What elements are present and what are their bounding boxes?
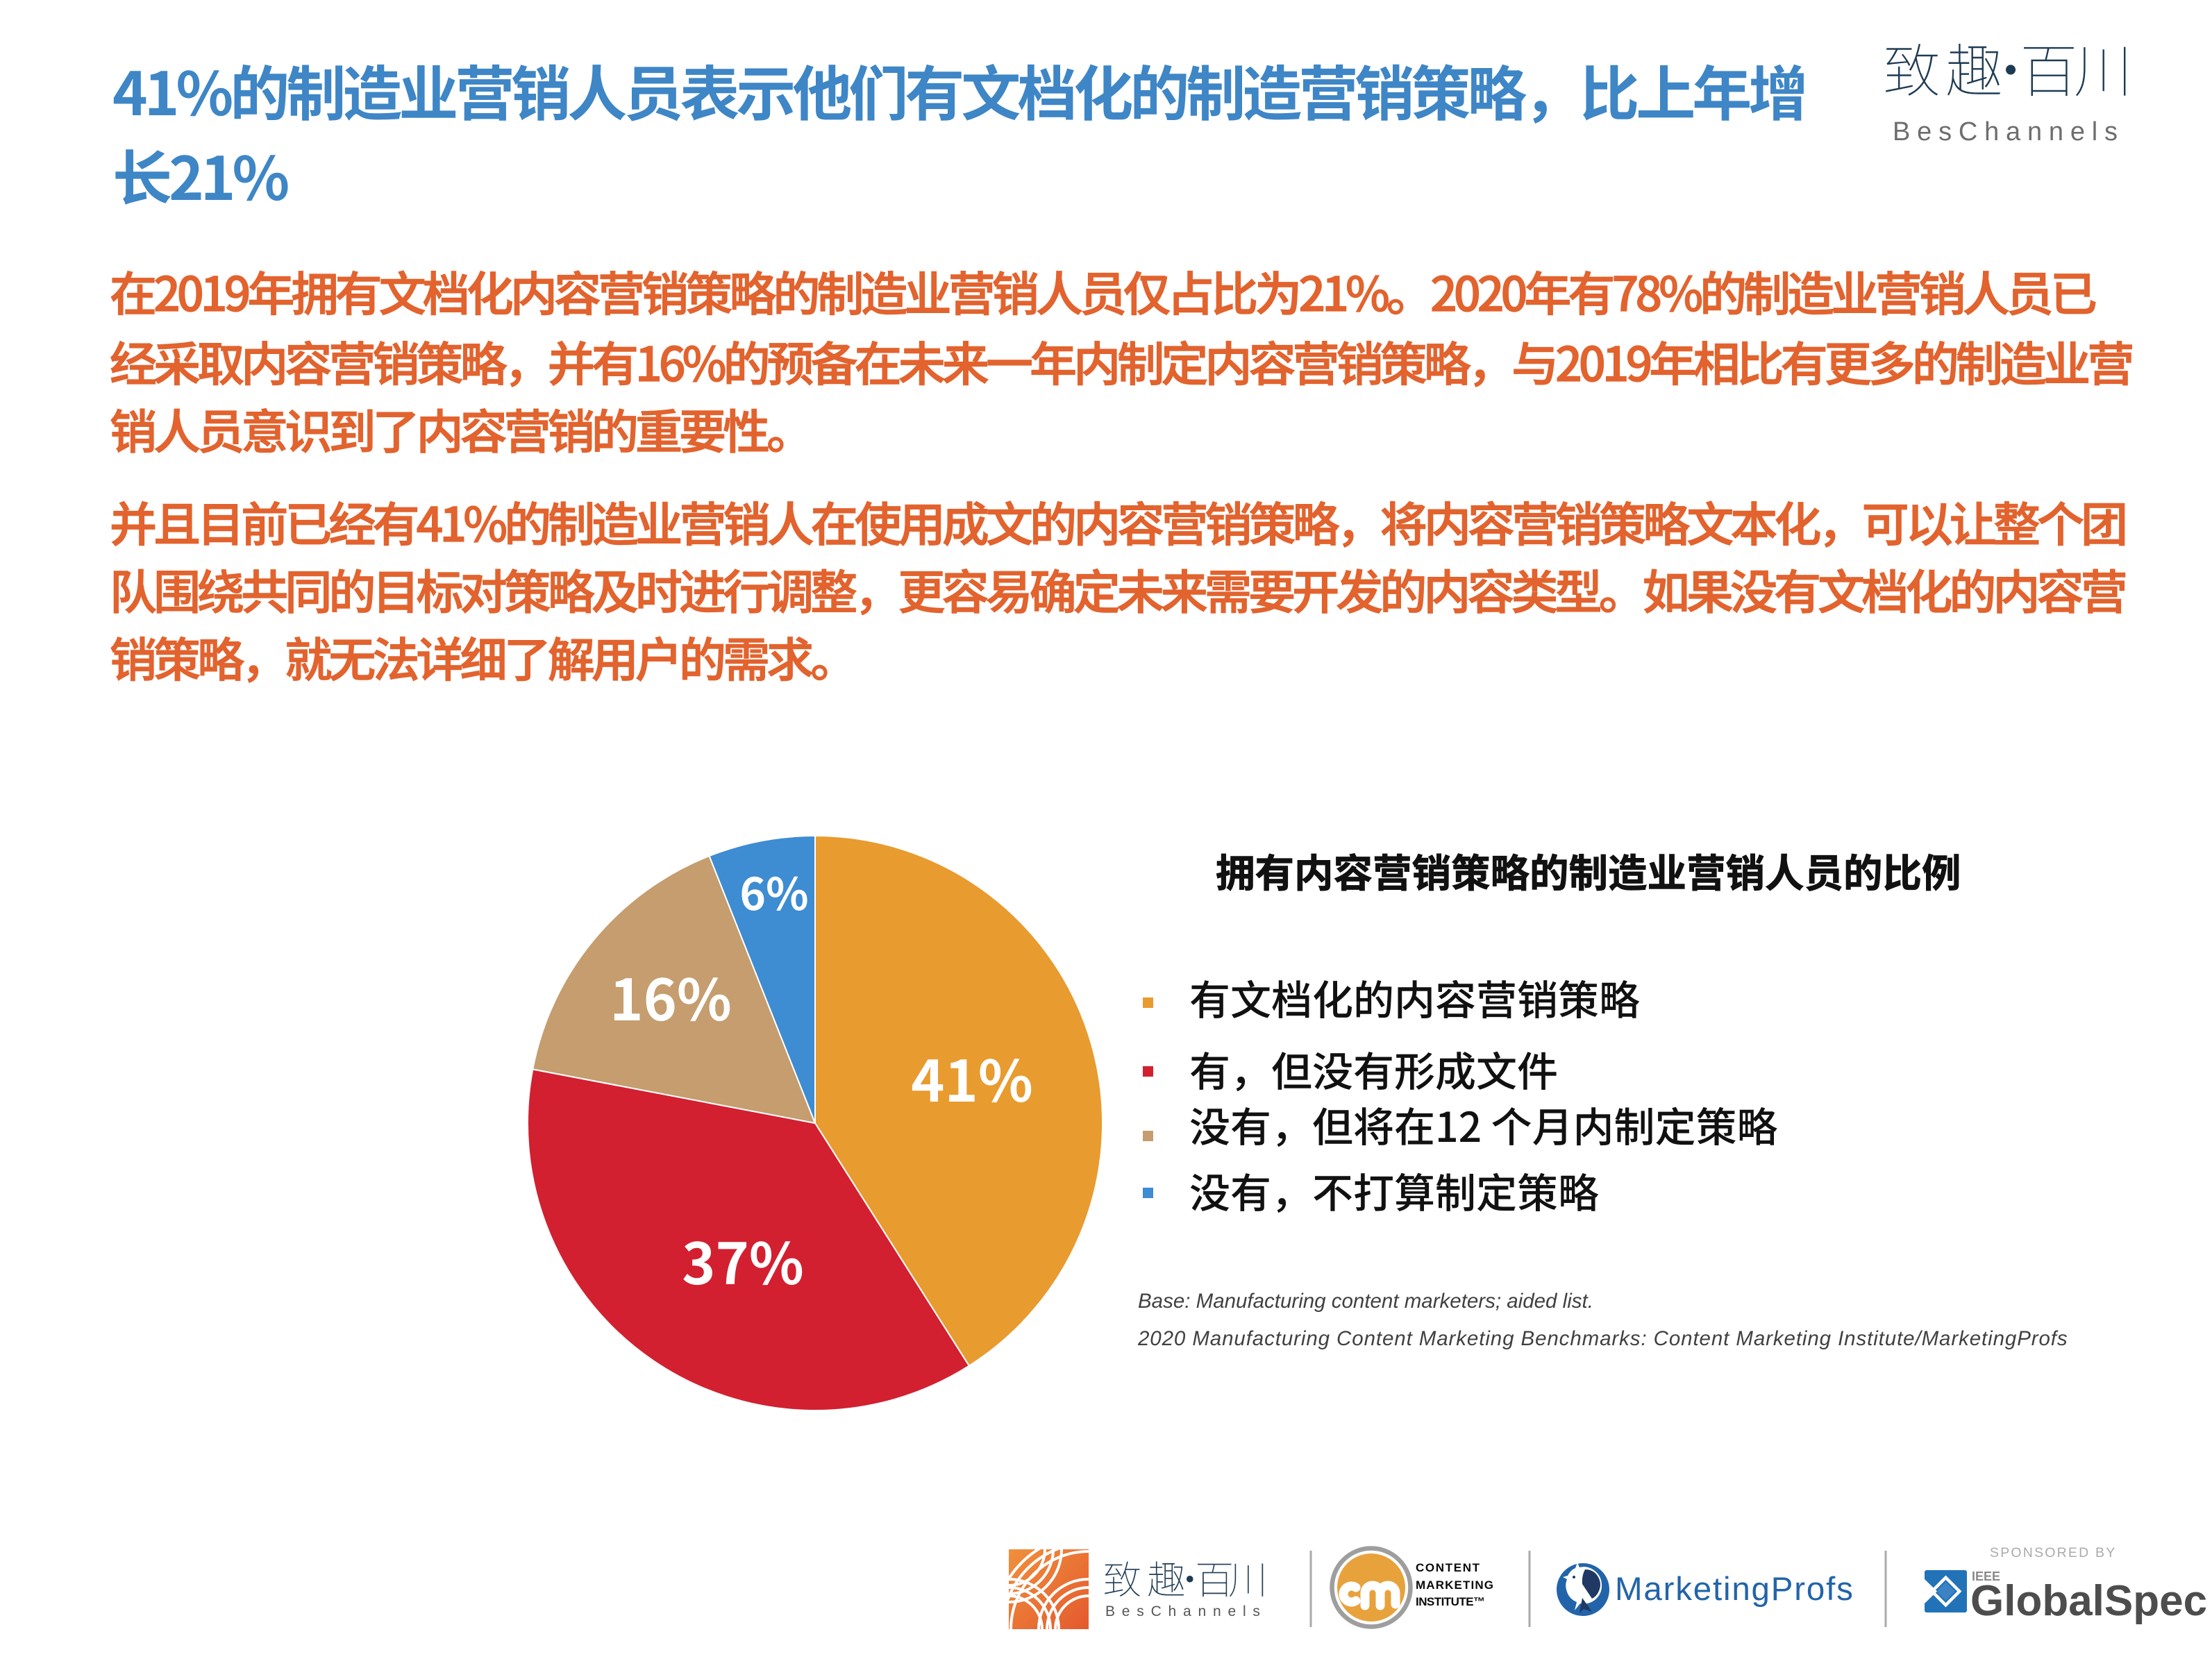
svg-text:Base: Manufacturing content ma: Base: Manufacturing content marketers; a… [1138,1290,1593,1313]
svg-text:BesChannels: BesChannels [1105,1603,1267,1619]
svg-text:MarketingProfs: MarketingProfs [1615,1571,1854,1608]
svg-text:IEEE: IEEE [1972,1569,2000,1583]
svg-text:BesChannels: BesChannels [1893,117,2125,146]
svg-text:SPONSORED BY: SPONSORED BY [1990,1545,2116,1560]
svg-text:INSTITUTE™: INSTITUTE™ [1416,1595,1485,1608]
svg-text:CONTENT: CONTENT [1416,1561,1480,1574]
svg-text:MARKETING: MARKETING [1416,1578,1493,1592]
svg-text:2020 Manufacturing Content Mar: 2020 Manufacturing Content Marketing Ben… [1137,1327,2068,1350]
svg-text:GlobalSpec: GlobalSpec [1970,1577,2207,1625]
